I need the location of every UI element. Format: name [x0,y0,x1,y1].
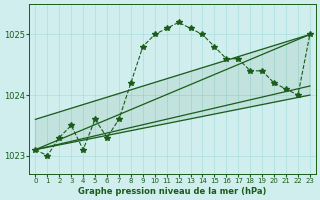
Polygon shape [36,34,310,150]
X-axis label: Graphe pression niveau de la mer (hPa): Graphe pression niveau de la mer (hPa) [78,187,267,196]
